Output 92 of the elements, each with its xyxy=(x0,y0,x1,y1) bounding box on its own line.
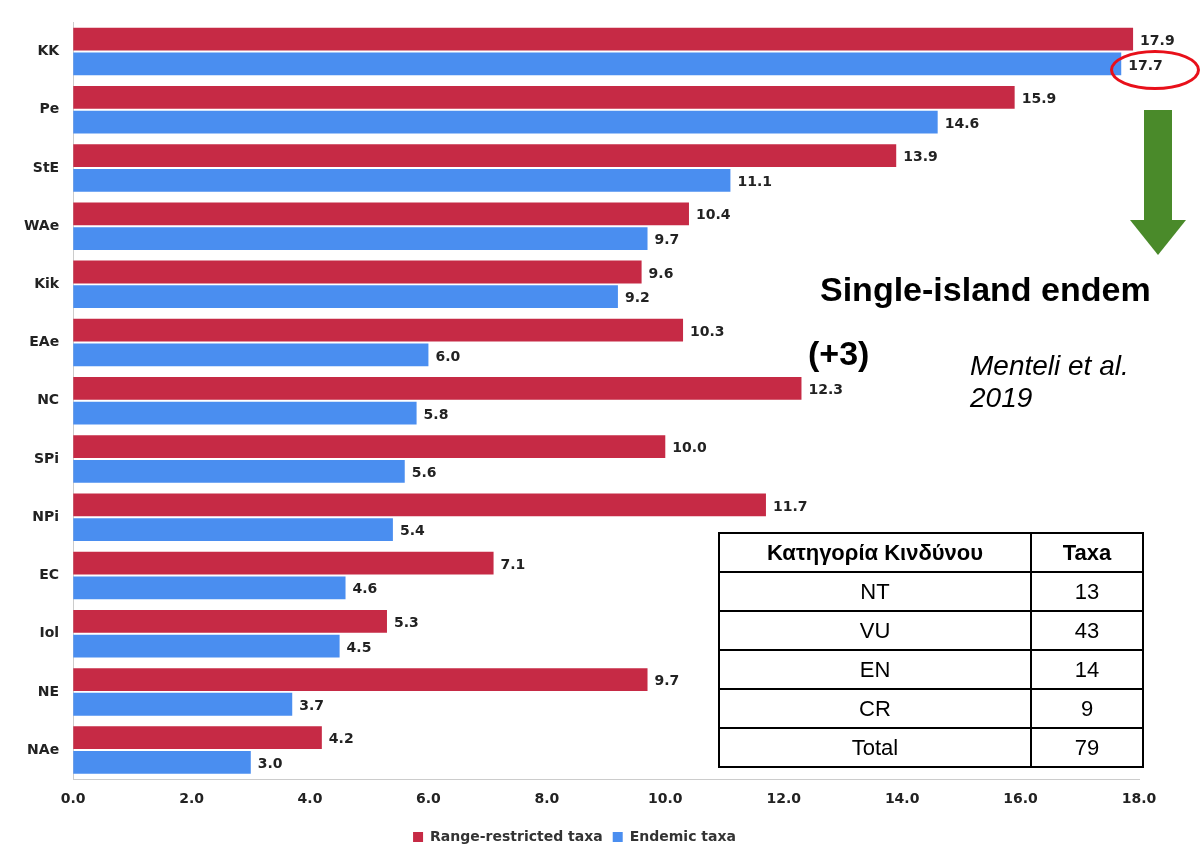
bar xyxy=(73,460,405,483)
bar xyxy=(73,493,766,517)
data-label: 5.6 xyxy=(411,464,437,481)
data-label: 7.1 xyxy=(500,555,526,572)
bar xyxy=(73,144,897,167)
bar xyxy=(73,227,648,250)
x-tick-label: 16.0 xyxy=(1003,790,1039,807)
data-label: 13 xyxy=(1031,572,1143,611)
legend-label: Endemic taxa xyxy=(629,827,736,844)
annotation: Menteli et al. 2019 xyxy=(970,350,1130,414)
bar xyxy=(73,85,1015,109)
data-label: 5.3 xyxy=(393,613,419,630)
y-tick-label: NAe xyxy=(27,740,60,757)
data-label: 5.4 xyxy=(399,522,425,539)
y-tick-label: SPi xyxy=(33,449,60,466)
bar xyxy=(73,285,618,309)
data-label: 6.0 xyxy=(435,347,461,364)
data-label: 15.9 xyxy=(1021,89,1057,106)
bar xyxy=(73,751,251,774)
bar xyxy=(73,343,429,367)
bar xyxy=(73,435,666,459)
data-label: 17.7 xyxy=(1128,56,1163,73)
data-label: 11.1 xyxy=(737,172,772,189)
bar xyxy=(73,576,346,600)
data-label: 79 xyxy=(1031,728,1143,767)
data-label: 9.7 xyxy=(654,231,680,248)
data-label: 14 xyxy=(1031,650,1143,689)
data-label: 5.8 xyxy=(423,405,449,422)
x-tick-label: 6.0 xyxy=(416,790,442,807)
x-tick-label: 2.0 xyxy=(179,790,205,807)
y-tick-label: Pe xyxy=(39,100,60,117)
x-tick-label: 18.0 xyxy=(1121,790,1157,807)
data-label: 9.7 xyxy=(654,672,680,689)
data-label: 10.4 xyxy=(695,206,731,223)
bar xyxy=(73,377,802,400)
x-tick-label: 4.0 xyxy=(297,790,323,807)
data-label: 9 xyxy=(1031,689,1143,728)
data-label: 10.0 xyxy=(672,439,708,456)
annotation: Single-island endem xyxy=(820,270,1152,309)
category-label: Total xyxy=(719,728,1031,767)
x-tick-label: 0.0 xyxy=(60,790,86,807)
data-label: 3.7 xyxy=(299,696,325,713)
data-label: 12.3 xyxy=(808,381,844,398)
y-tick-label: EAe xyxy=(29,333,60,350)
data-label: 11.7 xyxy=(772,497,808,514)
data-label: 17.9 xyxy=(1140,31,1175,48)
data-label: 9.6 xyxy=(648,264,674,281)
bar xyxy=(73,52,1122,76)
y-tick-label: Kik xyxy=(34,275,60,292)
legend-label: Range-restricted taxa xyxy=(430,827,603,844)
x-tick-label: 14.0 xyxy=(884,790,920,807)
y-tick-label: NE xyxy=(37,682,60,699)
category-label: VU xyxy=(719,611,1031,650)
data-label: 4.2 xyxy=(328,730,354,747)
category-label: NT xyxy=(719,572,1031,611)
y-tick-label: EC xyxy=(39,566,60,583)
bar xyxy=(73,168,731,192)
bar xyxy=(73,202,689,226)
text: Κατηγορία Κινδύνου xyxy=(719,533,1031,572)
y-tick-label: StE xyxy=(32,158,60,175)
bar xyxy=(73,518,393,541)
y-tick-label: WAe xyxy=(23,216,60,233)
x-tick-label: 12.0 xyxy=(766,790,802,807)
y-tick-label: NC xyxy=(37,391,60,408)
y-tick-label: Iol xyxy=(39,624,60,641)
data-label: 4.5 xyxy=(346,638,372,655)
category-label: CR xyxy=(719,689,1031,728)
data-label: 14.6 xyxy=(944,114,980,131)
bar xyxy=(73,318,684,342)
category-label: EN xyxy=(719,650,1031,689)
bar xyxy=(73,609,387,633)
data-label: 9.2 xyxy=(624,289,650,306)
bar xyxy=(73,260,642,284)
bar xyxy=(73,726,322,750)
data-label: 4.6 xyxy=(352,580,378,597)
bar xyxy=(73,27,1134,51)
bar xyxy=(73,551,494,575)
x-tick-label: 8.0 xyxy=(534,790,560,807)
text: Taxa xyxy=(1031,533,1143,572)
data-label: 13.9 xyxy=(903,148,938,165)
y-tick-label: NPi xyxy=(32,507,60,524)
data-label: 10.3 xyxy=(690,322,725,339)
data-label: 3.0 xyxy=(257,755,283,772)
y-tick-label: KK xyxy=(37,42,61,59)
bar xyxy=(73,668,648,691)
bar xyxy=(73,634,340,658)
x-tick-label: 10.0 xyxy=(648,790,683,807)
annotation: (+3) xyxy=(808,334,871,373)
bar xyxy=(73,692,293,716)
bar xyxy=(73,110,938,134)
bar xyxy=(73,401,417,425)
data-label: 43 xyxy=(1031,611,1143,650)
